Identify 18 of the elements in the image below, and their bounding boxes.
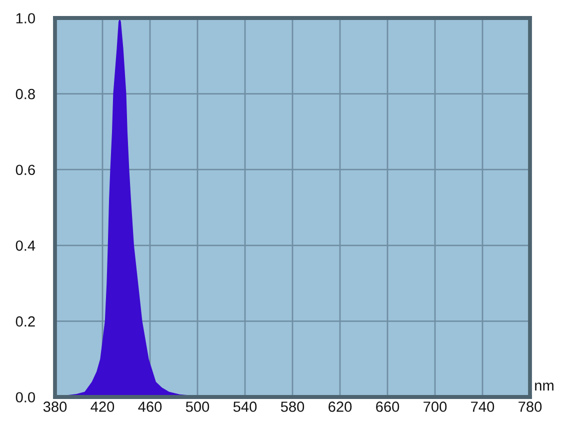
x-axis-title: nm <box>535 382 554 391</box>
x-tick-label: 500 <box>186 402 210 412</box>
x-tick-label: 420 <box>90 402 114 412</box>
x-tick-label: 740 <box>471 402 494 412</box>
x-tick-label: 700 <box>424 402 447 412</box>
x-tick-label: 380 <box>43 402 67 412</box>
x-tick-label: 580 <box>280 402 304 412</box>
y-tick-label: 0.0 <box>16 392 35 402</box>
x-tick-label: 460 <box>138 402 162 412</box>
x-tick-label: 620 <box>328 402 352 412</box>
x-tick-label: 780 <box>518 402 542 412</box>
x-tick-label: 540 <box>233 402 257 412</box>
y-tick-label: 0.8 <box>16 88 35 100</box>
y-tick-label: 0.2 <box>16 316 35 327</box>
y-tick-label: 0.6 <box>16 164 35 176</box>
y-tick-label: 0.4 <box>16 240 36 251</box>
x-tick-label: 660 <box>376 402 400 412</box>
y-tick-label: 1.0 <box>16 13 35 24</box>
